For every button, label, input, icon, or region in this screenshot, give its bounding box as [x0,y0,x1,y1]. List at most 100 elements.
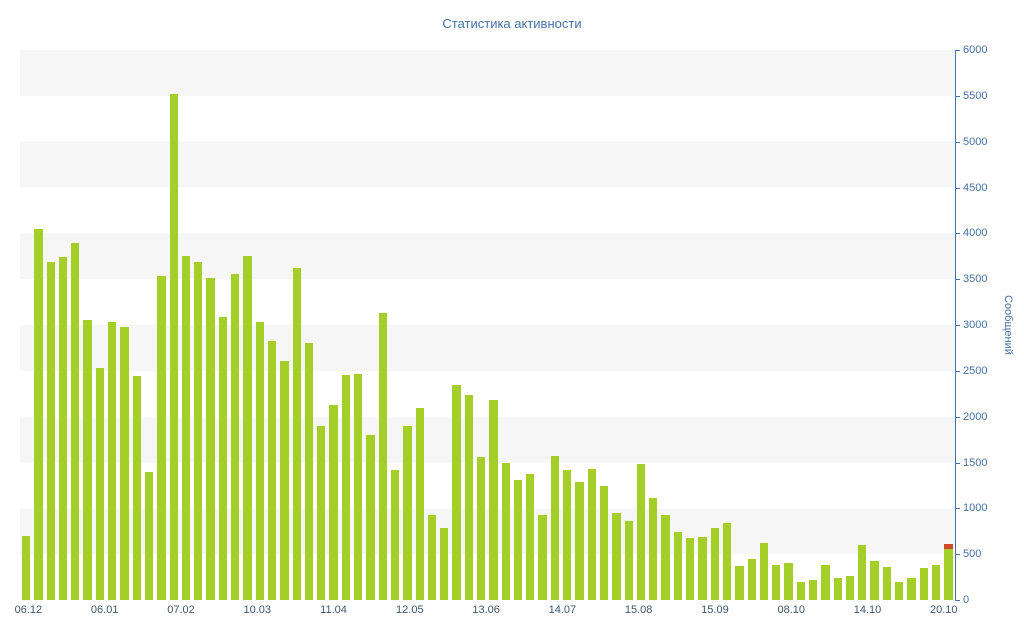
bar [206,278,215,600]
bar [673,532,683,600]
bar [403,425,412,600]
bar [833,577,842,600]
y-tick-label: 4000 [963,227,988,240]
x-tick-label: 20.10 [930,604,958,616]
bar [476,457,486,600]
bar [255,322,264,600]
bar [550,456,560,600]
bar [71,242,80,600]
y-tick-label: 5000 [963,135,988,148]
y-tick-mark [956,554,960,556]
bar [22,535,31,600]
bar [845,575,855,600]
bar [501,462,510,600]
bar [452,384,461,600]
bar [735,566,744,600]
bar [378,313,387,600]
y-tick-label: 6000 [963,44,988,56]
plot-area [20,50,955,600]
bar [464,394,473,600]
y-tick-label: 5500 [963,89,988,102]
bar [821,565,830,600]
y-tick-mark [956,233,960,235]
bar [882,567,892,600]
bar [46,261,55,600]
chart-title: Статистика активности [442,16,582,31]
bar [83,319,92,600]
bar [231,273,240,600]
bar [870,560,879,600]
x-tick-label: 15.08 [624,604,653,616]
bar [341,375,351,600]
y-tick-label: 3500 [963,273,988,286]
bar [95,368,105,600]
bar [354,373,363,600]
bar [563,469,572,600]
bar [784,563,793,600]
bar [772,565,781,600]
bar-current-period-cap [944,543,953,549]
bar [181,256,191,600]
bar [34,228,43,600]
bar [624,521,633,600]
bar [366,435,375,600]
y-tick-mark [956,462,960,464]
bar [194,261,203,600]
bar [489,400,498,600]
bar [931,565,941,600]
bar [526,473,535,600]
x-tick-label: 06.01 [90,604,119,616]
bar [649,498,658,600]
x-tick-label: 12.05 [396,604,424,616]
bars-container [20,50,955,600]
y-axis-title: Сообщений [1002,295,1014,355]
bar [390,469,400,600]
bar [513,479,523,600]
y-tick-label: 1000 [963,502,988,515]
x-tick-label: 15.09 [701,604,729,616]
y-tick-label: 2500 [963,364,988,377]
y-tick-mark [956,279,960,281]
bar [575,481,584,600]
bar [587,468,596,600]
bar [722,523,732,600]
y-tick-mark [956,95,960,97]
bar [169,94,178,600]
x-tick-label: 14.10 [853,604,882,616]
bar [58,257,68,600]
bar [698,536,707,600]
y-tick-mark [956,325,960,326]
bar [858,545,867,600]
bar [759,543,769,600]
y-tick-mark [956,508,960,510]
y-tick-mark [956,187,960,189]
y-tick-label: 0 [963,594,970,606]
bar [907,577,916,600]
x-tick-label: 07.02 [167,604,195,616]
y-tick-label: 3000 [963,319,988,331]
y-tick-mark [956,600,960,601]
bar [440,527,449,600]
x-tick-label: 10.03 [243,604,272,616]
y-tick-mark [956,141,960,143]
bar [157,275,166,600]
bar [612,512,621,600]
bar [636,464,646,600]
bar [415,407,424,600]
bar [317,425,326,600]
bar [661,514,670,600]
bar [329,404,338,600]
x-tick-label: 13.06 [472,604,500,616]
y-tick-mark [956,50,960,51]
bar [895,582,904,600]
y-tick-mark [956,370,960,372]
bar [747,558,756,600]
bar [108,322,117,600]
bar [427,514,437,600]
y-tick-label: 1500 [963,456,988,469]
x-tick-label: 14.07 [548,604,577,616]
bar [243,256,252,600]
bar [304,343,314,600]
y-tick-label: 4500 [963,181,988,194]
